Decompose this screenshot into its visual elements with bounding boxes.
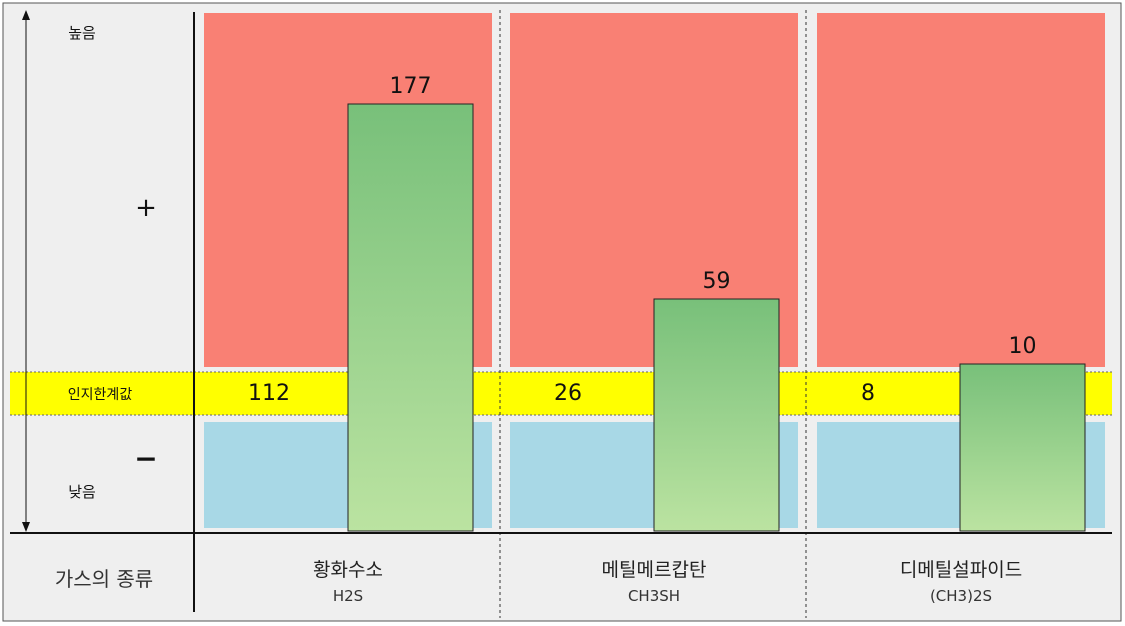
category-axis-label: 가스의 종류 xyxy=(55,567,153,591)
category-name-label: 메틸메르캅탄 xyxy=(602,559,707,581)
minus-sign: − xyxy=(134,442,157,475)
zones xyxy=(204,13,1105,528)
scale-arrow-up-icon xyxy=(22,10,30,20)
bar xyxy=(347,103,474,532)
bar xyxy=(959,363,1086,532)
bar-value-label: 59 xyxy=(703,269,731,294)
bar xyxy=(653,298,780,532)
category-name-label: 황화수소 xyxy=(313,559,383,581)
category-formula-label: (CH3)2S xyxy=(930,587,992,605)
above-threshold-zone xyxy=(817,13,1105,367)
category-name-label: 디메틸설파이드 xyxy=(900,559,1022,581)
high-label: 높음 xyxy=(68,24,96,42)
bar-value-label: 177 xyxy=(390,74,432,99)
threshold-value-label: 26 xyxy=(554,381,582,406)
threshold-value-label: 8 xyxy=(861,381,875,406)
plus-sign: + xyxy=(135,193,157,223)
low-label: 낮음 xyxy=(68,483,96,501)
threshold-label: 인지한계값 xyxy=(68,387,133,403)
scale-arrow-down-icon xyxy=(22,522,30,532)
threshold-value-label: 112 xyxy=(248,381,290,406)
bar-value-label: 10 xyxy=(1009,334,1037,359)
bars: 177 112 황화수소 H2S 59 26 메틸메르캅탄 CH3SH 10 8 디메틸설파이드 (C… xyxy=(248,74,1086,605)
category-formula-label: CH3SH xyxy=(628,587,680,605)
category-formula-label: H2S xyxy=(333,587,363,605)
